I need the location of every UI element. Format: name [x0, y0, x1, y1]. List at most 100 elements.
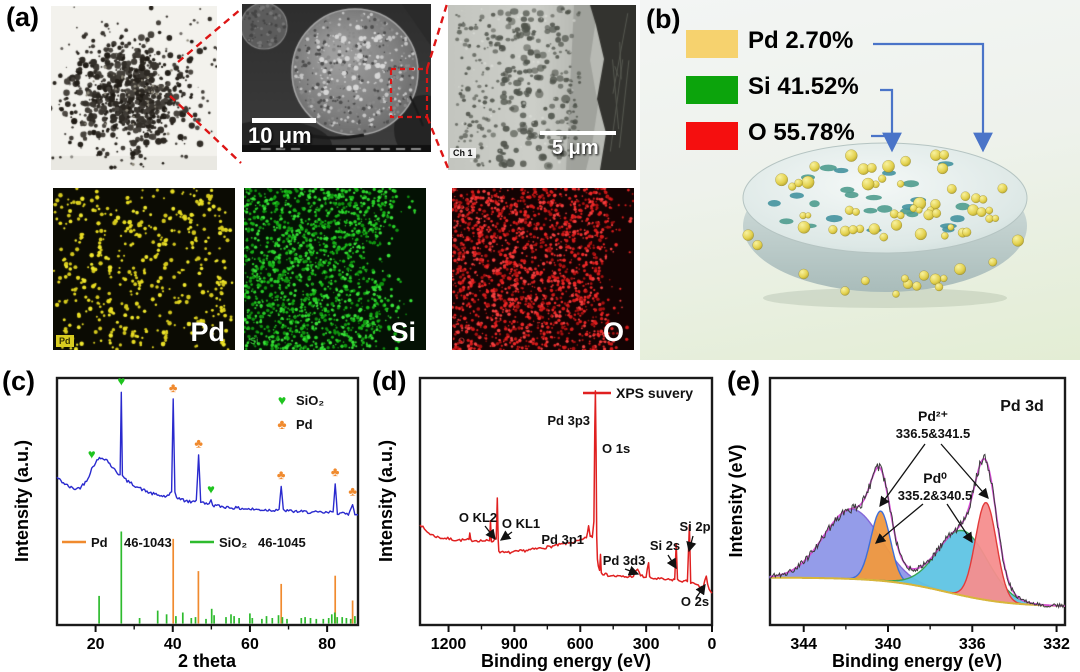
svg-text:300: 300 — [633, 636, 660, 653]
svg-text:Pd 3p1: Pd 3p1 — [541, 532, 584, 547]
sem-image-low-mag: 10 μm — [242, 4, 431, 152]
pd3d-xps-chart: Intensity (eV) Binding energy (eV) 344 34… — [726, 376, 1070, 671]
eds-map-o-label: O — [602, 317, 624, 347]
y-axis-label: Intensity (a.u.) — [376, 440, 396, 562]
eds-map-si: Si Si — [244, 188, 426, 350]
svg-text:Pd²⁺: Pd²⁺ — [918, 408, 948, 424]
panel-a-connector-overlay — [169, 3, 450, 169]
svg-text:O KL1: O KL1 — [502, 516, 540, 531]
svg-text:332: 332 — [1043, 636, 1070, 653]
svg-text:Si 2p: Si 2p — [679, 519, 710, 534]
svg-text:336: 336 — [959, 636, 986, 653]
xps-survey-chart: Intensity (a.u.) Binding energy (eV) 120… — [376, 376, 717, 671]
svg-text:Si 2s: Si 2s — [650, 538, 680, 553]
svg-text:336.5&341.5: 336.5&341.5 — [896, 426, 970, 441]
pd-percentage-label: Pd 2.70% — [748, 27, 854, 54]
svg-text:♣: ♣ — [331, 464, 340, 479]
sio2-legend-label: SiO₂ — [296, 393, 324, 408]
plot-frame — [55, 376, 360, 627]
x-axis-label: 2 theta — [178, 651, 237, 671]
si-percentage-label: Si 41.52% — [748, 73, 859, 100]
eds-map-pd-label: Pd — [190, 317, 225, 347]
scale-bar — [252, 118, 316, 123]
si-arrow-line — [880, 88, 902, 153]
svg-text:♣: ♣ — [169, 380, 178, 395]
eds-map-si-canvas — [244, 188, 426, 350]
svg-text:40: 40 — [164, 636, 182, 653]
svg-text:O 2s: O 2s — [681, 594, 709, 609]
svg-text:900: 900 — [501, 636, 528, 653]
svg-text:1200: 1200 — [431, 636, 467, 653]
svg-text:335.2&340.5: 335.2&340.5 — [898, 488, 972, 503]
eds-map-o-canvas — [452, 188, 634, 350]
svg-text:♣: ♣ — [277, 467, 286, 482]
powder-photograph — [51, 6, 217, 170]
sio2-reference-name: SiO₂ — [219, 535, 247, 550]
scale-bar — [540, 131, 616, 135]
svg-text:O 1s: O 1s — [602, 441, 630, 456]
scale-label: 5 μm — [552, 137, 599, 159]
svg-text:20: 20 — [87, 636, 105, 653]
x-axis-label: Binding energy (eV) — [832, 651, 1002, 671]
svg-text:Pd 3p3: Pd 3p3 — [547, 413, 590, 428]
eds-map-si-tag: Si — [250, 336, 259, 346]
eds-map-si-label: Si — [390, 317, 416, 347]
pd-legend-label: Pd — [296, 417, 313, 432]
sio2-reference-code: 46-1045 — [258, 535, 306, 550]
svg-text:Pd 3d: Pd 3d — [1000, 398, 1044, 415]
sem-low-mag-canvas — [242, 4, 431, 152]
plot-frame — [768, 376, 1067, 627]
channel-tag: Ch 1 — [450, 148, 476, 158]
svg-text:♥: ♥ — [207, 482, 215, 497]
panel-b-schematic: (b) Pd 2.70% Si 41.52% O 55.78% — [640, 0, 1080, 360]
eds-map-pd-tag: Pd — [56, 335, 74, 347]
svg-text:♥: ♥ — [117, 374, 125, 389]
svg-text:340: 340 — [875, 636, 902, 653]
panel-c-label: (c) — [2, 366, 35, 396]
panel-e-label: (e) — [727, 366, 760, 396]
panel-d-label: (d) — [372, 366, 407, 396]
pd-reference-name: Pd — [91, 535, 108, 550]
svg-text:♣: ♣ — [194, 435, 203, 450]
y-axis-label: Intensity (eV) — [726, 444, 746, 557]
eds-map-pd: Pd Pd — [53, 188, 235, 350]
svg-text:O KL2: O KL2 — [459, 510, 497, 525]
xrd-chart: Intensity (a.u.) 2 theta 20 40 60 80 ♥ ♥ ♥ ♣ ♣ ♣ ♣… — [12, 374, 360, 671]
svg-text:Pd 3d3: Pd 3d3 — [603, 553, 646, 568]
eds-map-pd-canvas — [53, 188, 235, 350]
pd-arrow-line — [873, 42, 993, 153]
pd-reference-code: 46-1043 — [124, 535, 172, 550]
pd3d-plot-content: 344 340 336 332 Pd 3d Pd²⁺ 336.5&341.5 Pd⁰ 335.2… — [769, 398, 1070, 653]
svg-text:80: 80 — [318, 636, 336, 653]
svg-text:600: 600 — [567, 636, 594, 653]
o-percentage-label: O 55.78% — [748, 119, 855, 146]
o-color-swatch — [686, 122, 738, 150]
y-axis-label: Intensity (a.u.) — [12, 440, 32, 562]
survey-legend-label: XPS suvery — [616, 385, 693, 401]
panel-b-label: (b) — [646, 4, 681, 34]
svg-text:60: 60 — [241, 636, 259, 653]
xrd-plot-content: 20 40 60 80 ♥ ♥ ♥ ♣ ♣ ♣ ♣ ♣ — [56, 374, 359, 653]
sio2-marker-icon: ♥ — [278, 392, 286, 408]
plot-frame — [418, 376, 714, 627]
svg-text:♣: ♣ — [348, 484, 357, 499]
eds-map-o-tag: O — [458, 336, 466, 346]
svg-text:Pd⁰: Pd⁰ — [923, 470, 947, 486]
sem-image-high-mag: Ch 1 5 μm — [448, 5, 636, 170]
powder-photo-canvas — [51, 6, 217, 170]
porous-disc-illustration — [742, 142, 1028, 308]
panel-a-label: (a) — [6, 2, 39, 32]
svg-text:344: 344 — [790, 636, 817, 653]
zoom-region-box — [389, 67, 429, 119]
pd-marker-icon: ♣ — [277, 416, 286, 432]
red-dashed-connectors — [169, 3, 450, 169]
eds-map-o: O O — [452, 188, 634, 350]
svg-text:♥: ♥ — [88, 447, 96, 462]
pd-color-swatch — [686, 30, 738, 58]
si-color-swatch — [686, 76, 738, 104]
x-axis-label: Binding energy (eV) — [481, 651, 651, 671]
svg-text:0: 0 — [708, 636, 717, 653]
scale-label: 10 μm — [248, 123, 312, 148]
